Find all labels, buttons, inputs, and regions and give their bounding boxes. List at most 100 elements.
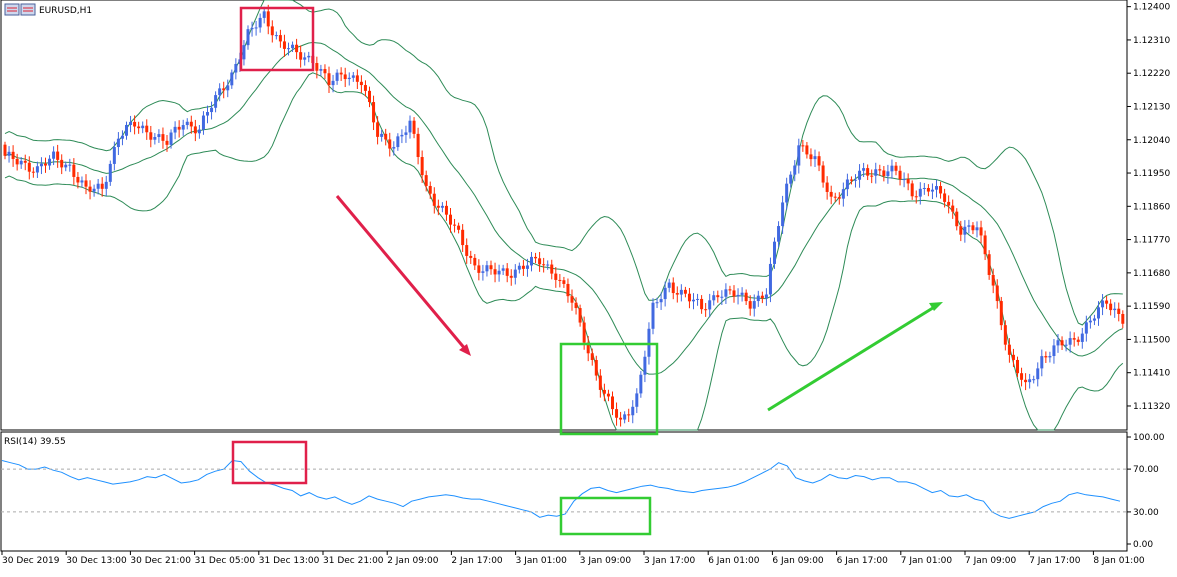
candle-bear: [959, 226, 963, 235]
candle-bear: [829, 191, 833, 197]
price-tick-label: 1.11320: [1133, 402, 1170, 412]
candle-bear: [161, 134, 165, 141]
candle-bear: [805, 145, 809, 155]
candle-bear: [15, 158, 19, 165]
candle-bear: [368, 90, 371, 103]
price-tick-label: 1.11860: [1133, 202, 1170, 212]
candle-bull: [793, 165, 797, 175]
candle-bear: [1007, 344, 1011, 355]
price-tick-label: 1.12130: [1133, 102, 1170, 112]
candle-bear: [991, 274, 995, 286]
candle-bear: [542, 264, 546, 266]
candle-bear: [493, 269, 497, 275]
candle-bear: [149, 132, 153, 140]
rsi-title: RSI(14) 39.55: [4, 437, 66, 447]
candle-bull: [303, 57, 307, 60]
candle-bear: [31, 171, 35, 173]
candle-bull: [546, 264, 550, 266]
candle-bear: [914, 196, 918, 198]
candle-bear: [60, 159, 64, 168]
candle-bear: [894, 165, 898, 171]
candle-bull: [655, 302, 659, 304]
candle-bear: [428, 185, 432, 194]
candle-bull: [19, 160, 23, 165]
candle-bear: [359, 81, 363, 86]
candle-bear: [1044, 356, 1048, 358]
candle-bear: [177, 126, 181, 130]
candle-bear: [700, 298, 704, 310]
candle-bull: [975, 227, 979, 231]
candle-bull: [335, 72, 339, 81]
candle-bear: [825, 182, 829, 192]
candle-bull: [764, 294, 768, 299]
candle-bear: [615, 409, 619, 418]
time-tick-label: 31 Dec 05:00: [195, 556, 256, 566]
candle-bear: [558, 279, 562, 281]
candles-group: [3, 4, 1125, 427]
candle-bull: [181, 125, 185, 130]
candle-bull: [234, 63, 238, 73]
time-tick-label: 3 Jan 01:00: [516, 556, 568, 566]
bollinger-lower: [4, 72, 1124, 431]
candle-bull: [52, 151, 56, 159]
rsi-tick-label: 100.00: [1133, 433, 1165, 443]
candle-bear: [574, 302, 578, 309]
candle-bull: [1113, 308, 1117, 311]
price-tick-label: 1.11410: [1133, 369, 1170, 379]
candle-bull: [1032, 379, 1036, 381]
candle-bear: [449, 214, 452, 225]
candle-bull: [781, 202, 785, 227]
candle-bull: [679, 289, 683, 295]
candle-bear: [521, 265, 525, 269]
candle-bear: [590, 353, 594, 360]
candle-bear: [611, 396, 614, 410]
rsi-tick-label: 0.00: [1133, 540, 1153, 550]
candle-bear: [469, 255, 473, 258]
candle-bear: [11, 151, 15, 159]
candle-bull: [400, 134, 404, 137]
candle-bear: [882, 170, 886, 177]
time-tick-label: 8 Jan 01:00: [1093, 556, 1145, 566]
candle-bear: [489, 265, 493, 270]
candle-bull: [777, 226, 781, 242]
candle-bear: [866, 168, 870, 176]
candle-bull: [740, 292, 744, 295]
time-tick-label: 6 Jan 09:00: [772, 556, 824, 566]
candle-bear: [384, 133, 388, 140]
candle-bull: [226, 85, 230, 91]
candle-bull: [206, 112, 209, 116]
candle-bull: [935, 186, 938, 190]
highlight-box-top: [239, 6, 315, 72]
candle-bull: [404, 132, 408, 135]
time-tick-label: 30 Dec 21:00: [130, 556, 191, 566]
candle-bull: [967, 225, 971, 227]
candle-bull: [481, 271, 485, 273]
candle-bear: [388, 139, 392, 149]
price-tick-label: 1.11590: [1133, 302, 1170, 312]
candle-bull: [262, 11, 266, 18]
candle-bear: [943, 193, 947, 202]
highlight-box-bottom: [559, 342, 659, 436]
candle-bull: [116, 138, 120, 148]
candle-bull: [631, 406, 635, 416]
candle-bull: [1048, 356, 1052, 358]
candle-bear: [760, 295, 764, 299]
candle-bull: [1040, 356, 1044, 369]
candle-bull: [1101, 300, 1105, 308]
candle-bull: [351, 75, 355, 78]
candle-bear: [509, 275, 513, 278]
rsi-highlight-overbought: [231, 440, 308, 485]
candle-bear: [586, 342, 590, 354]
candle-bull: [635, 393, 639, 407]
candle-bull: [724, 289, 728, 297]
candle-bull: [773, 241, 776, 264]
candle-bear: [578, 308, 582, 323]
candle-bull: [663, 287, 667, 300]
candle-bull: [319, 69, 323, 71]
candle-bear: [1109, 303, 1113, 311]
candle-bull: [153, 137, 157, 140]
candle-bear: [995, 285, 999, 302]
candle-bull: [92, 188, 96, 192]
